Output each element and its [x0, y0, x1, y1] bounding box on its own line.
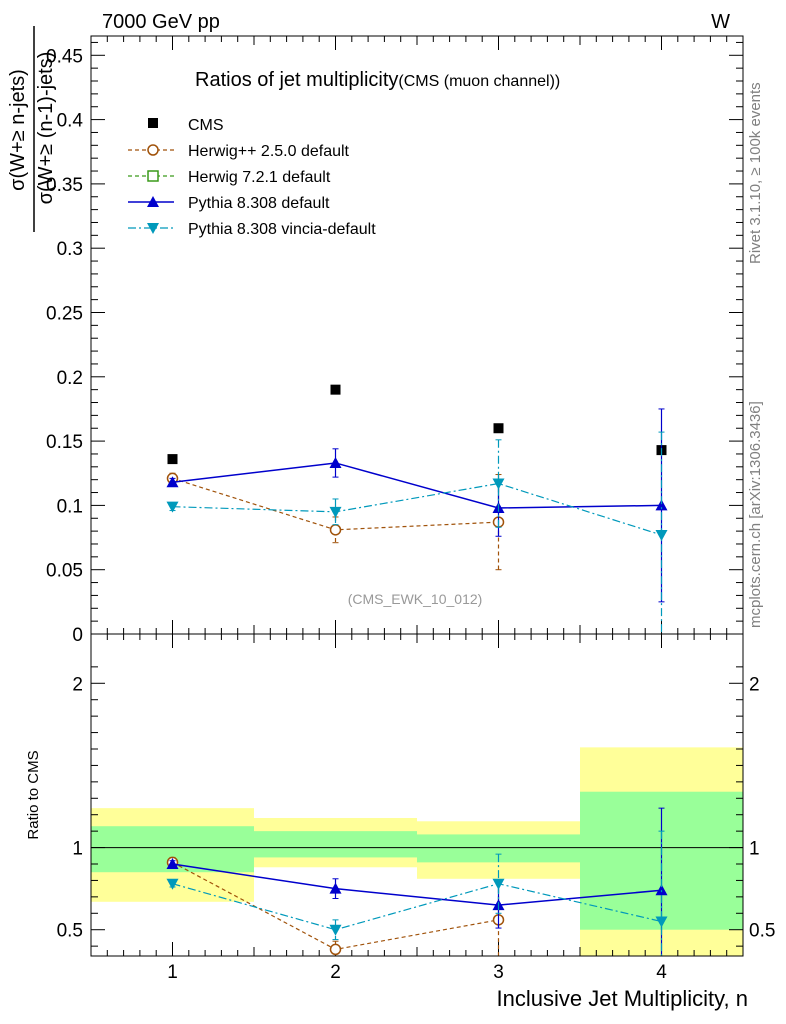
ratio-series-2-line	[172, 883, 662, 931]
ratio-series-2-point	[329, 924, 342, 936]
legend-marker-cms	[148, 118, 158, 128]
main-ytick-label: 0.3	[57, 239, 83, 260]
legend: CMS Herwig++ 2.5.0 default Herwig 7.2.1 …	[128, 117, 376, 238]
ratio-panel: 0.5 0.5 1 1 2 2 1 2 3 4 Ratio to CMS Inclusive Je…	[25, 633, 775, 1011]
main-ytick-label: 0.35	[46, 175, 83, 196]
ratio-data-marks	[166, 807, 668, 956]
ratio-series-1-point	[166, 858, 179, 869]
series-0-point	[167, 454, 178, 465]
legend-marker-herwig7	[147, 170, 159, 182]
main-y-axis: 0 0.05 0.1 0.15 0.2 0.25 0.3 0.35 0.4 0.45	[46, 36, 743, 646]
main-ylabel-denominator: σ(W+≥ (n-1)-jets)	[35, 52, 57, 205]
series-3-point	[655, 499, 668, 511]
main-ytick-label: 0.2	[57, 368, 83, 389]
main-ytick-label: 0.4	[57, 111, 84, 132]
main-ytick-label: 0	[72, 625, 83, 646]
ratio-uncertainty-bands	[91, 747, 743, 956]
ratio-ytick-label-right: 1	[749, 839, 760, 860]
series-0-point	[330, 384, 341, 395]
ratio-frame	[90, 633, 744, 957]
ratio-ytick-label: 2	[72, 674, 83, 695]
series-3-line	[172, 462, 662, 509]
x-tick-label: 1	[167, 962, 178, 983]
ratio-series-0-point	[329, 943, 342, 956]
main-panel: 0 0.05 0.1 0.15 0.2 0.25 0.3 0.35 0.4 0.45 Ratios…	[7, 26, 744, 646]
header-left: 7000 GeV pp	[102, 11, 220, 33]
main-ytick-label: 0.45	[46, 46, 83, 67]
series-1-point	[329, 524, 342, 536]
x-tick-label: 4	[656, 962, 667, 983]
main-ytick-label: 0.1	[57, 496, 83, 517]
x-tick-label: 3	[493, 962, 504, 983]
main-ytick-label: 0.25	[46, 303, 83, 324]
mcplots-label: mcplots.cern.ch [arXiv:1306.3436]	[747, 401, 764, 628]
ratio-series-1-point	[655, 884, 668, 896]
main-ylabel-numerator: σ(W+≥ n-jets)	[7, 69, 29, 191]
analysis-watermark: (CMS_EWK_10_012)	[348, 591, 483, 607]
ratio-series-1-line	[172, 863, 662, 906]
rivet-label: Rivet 3.1.10, ≥ 100k events	[747, 82, 764, 264]
ratio-series-2-point	[655, 916, 668, 928]
ratio-ylabel: Ratio to CMS	[25, 750, 42, 839]
ratio-ytick-label-right: 0.5	[749, 921, 775, 942]
ratio-ytick-label-right: 2	[749, 674, 760, 695]
main-ytick-label: 0.15	[46, 432, 83, 453]
legend-marker-vincia	[147, 223, 159, 234]
ratio-series-2-point	[492, 878, 505, 890]
main-ytick-label: 0.05	[46, 561, 83, 582]
main-data-marks	[166, 384, 668, 634]
legend-label-herwig7: Herwig 7.2.1 default	[188, 169, 331, 186]
legend-marker-herwigpp	[147, 144, 159, 156]
ratio-ytick-label: 0.5	[57, 921, 83, 942]
x-tick-label: 2	[330, 962, 341, 983]
series-0-point	[493, 423, 504, 434]
series-4-line	[172, 482, 662, 536]
header-right: W	[711, 11, 730, 33]
series-4-point	[329, 506, 342, 518]
legend-label-vincia: Pythia 8.308 vincia-default	[188, 221, 376, 238]
band-inner-1	[254, 831, 417, 858]
legend-marker-pythia	[147, 196, 159, 207]
series-3-point	[166, 476, 179, 488]
legend-label-herwigpp: Herwig++ 2.5.0 default	[188, 143, 350, 160]
series-4-point	[166, 501, 179, 513]
legend-label-pythia: Pythia 8.308 default	[188, 195, 330, 212]
series-4-point	[492, 478, 505, 490]
x-axis-label: Inclusive Jet Multiplicity, n	[497, 986, 748, 1011]
ratio-series-1-point	[329, 882, 342, 894]
series-3-point	[329, 456, 342, 468]
chart-title: Ratios of jet multiplicity(CMS (muon cha…	[195, 69, 560, 91]
ratio-ytick-label: 1	[72, 839, 83, 860]
series-4-point	[655, 529, 668, 541]
ratio-y-axis: 0.5 0.5 1 1 2 2 1 2 3 4	[57, 634, 775, 983]
legend-label-cms: CMS	[188, 117, 224, 134]
ratio-series-2-point	[166, 878, 179, 890]
